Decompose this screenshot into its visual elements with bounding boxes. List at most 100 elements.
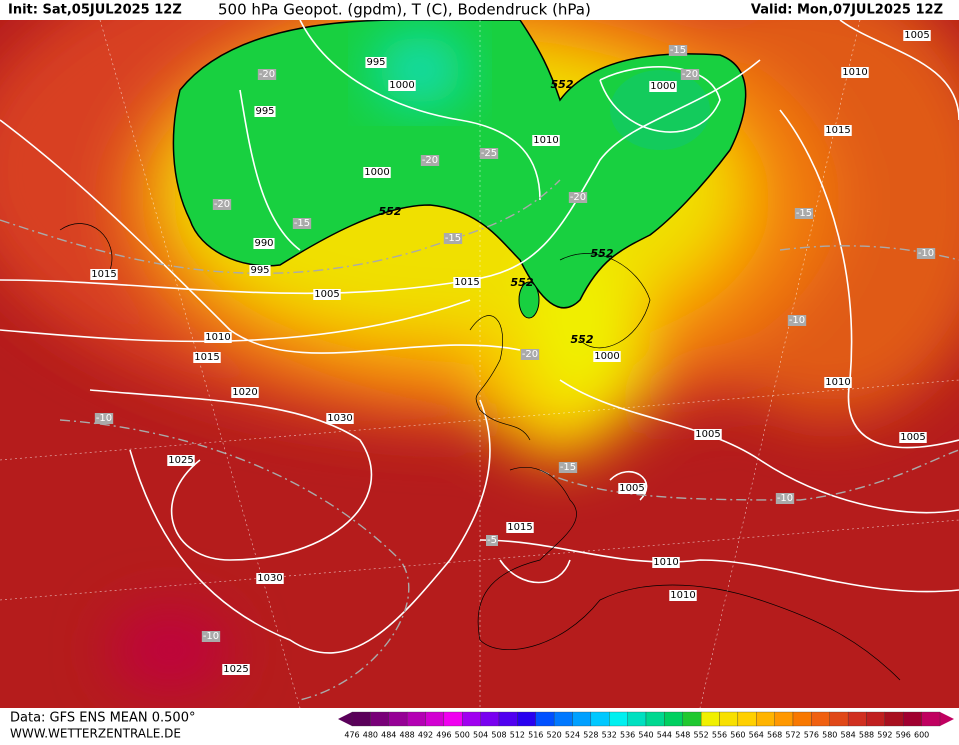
isobar-label-box (204, 332, 232, 343)
temperature-label: -15 (560, 462, 576, 473)
isobar-label-box (249, 265, 271, 276)
scale-label: 576 (804, 731, 819, 740)
isobar-label: 1025 (168, 455, 193, 466)
isobar-label-box (618, 483, 646, 494)
scale-swatch (498, 711, 518, 727)
init-time: Init: Sat,05JUL2025 12Z (8, 3, 182, 18)
temperature-label-box (420, 155, 440, 166)
temperature-label: -10 (789, 315, 805, 326)
isobar-label-box (326, 413, 354, 424)
scale-swatch (756, 711, 775, 727)
scale-label: 536 (620, 731, 635, 740)
isobar-label: 1015 (91, 269, 116, 280)
geopotential-label: 552 (571, 333, 594, 346)
scale-label: 584 (840, 731, 855, 740)
isobar-label: 1000 (364, 167, 389, 178)
temperature-label: -25 (481, 148, 497, 159)
temperature-label: -15 (670, 45, 686, 56)
scale-swatch (774, 711, 794, 727)
scale-label: 540 (638, 731, 653, 740)
scale-swatch (535, 711, 555, 727)
map-title: 500 hPa Geopot. (gpdm), T (C), Bodendruc… (218, 1, 591, 19)
isobar-label: 995 (255, 106, 274, 117)
temperature-label-box (201, 631, 221, 642)
isobar-label-box (694, 429, 722, 440)
data-source: Data: GFS ENS MEAN 0.500° (10, 711, 195, 726)
scale-swatch (627, 711, 647, 727)
scale-label: 560 (730, 731, 745, 740)
isobar-label-box (652, 557, 680, 568)
scale-swatch (609, 711, 628, 727)
scale-swatch (829, 711, 849, 727)
temperature-label: -20 (522, 349, 538, 360)
temperature-label-box (668, 45, 688, 56)
temperature-label-box (794, 208, 814, 219)
temperature-label-box (486, 535, 498, 546)
scale-swatch (884, 711, 904, 727)
isobar-label: 1010 (653, 557, 678, 568)
temperature-label: -15 (445, 233, 461, 244)
temperature-label-box (558, 462, 578, 473)
scale-label: 516 (528, 731, 543, 740)
temperature-label: -20 (214, 199, 230, 210)
scale-label: 564 (749, 731, 764, 740)
temperature-label-box (212, 199, 232, 210)
scale-label: 492 (418, 731, 433, 740)
temperature-label: -20 (682, 69, 698, 80)
scale-swatch (682, 711, 702, 727)
temperature-label-box (443, 233, 463, 244)
geopotential-label: 552 (551, 78, 574, 91)
isobar-label: 1005 (619, 483, 644, 494)
scale-swatch (590, 711, 610, 727)
isobar-label: 1020 (232, 387, 257, 398)
scale-swatch (811, 711, 830, 727)
scale-label: 552 (693, 731, 708, 740)
isobar-label: 1015 (507, 522, 532, 533)
scale-swatch (425, 711, 445, 727)
isobar-label: 1010 (825, 377, 850, 388)
scale-label: 504 (473, 731, 488, 740)
scale-swatch (700, 711, 720, 727)
scale-swatch (719, 711, 739, 727)
scale-swatch (572, 711, 592, 727)
isobar-label: 1015 (194, 352, 219, 363)
scale-swatch (664, 711, 683, 727)
scale-label: 548 (675, 731, 690, 740)
scale-swatch (921, 711, 941, 727)
isobar-label-box (254, 106, 276, 117)
temperature-label-box (680, 69, 700, 80)
temperature-label-box (520, 349, 540, 360)
website: WWW.WETTERZENTRALE.DE (10, 727, 181, 741)
scale-swatch (351, 711, 371, 727)
isobar-label: 1005 (904, 30, 929, 41)
temperature-label-box (775, 493, 795, 504)
isobar-label-box (899, 432, 927, 443)
geopotential-label: 552 (511, 276, 534, 289)
scale-label: 488 (399, 731, 414, 740)
scale-label: 580 (822, 731, 837, 740)
scale-swatch (517, 711, 536, 727)
temperature-label: -10 (96, 413, 112, 424)
temperature-label: -10 (203, 631, 219, 642)
isobar-label: 1000 (594, 351, 619, 362)
isobar-label-box (256, 573, 284, 584)
isobar-label: 1005 (900, 432, 925, 443)
scale-label: 544 (657, 731, 672, 740)
isobar-label: 995 (366, 57, 385, 68)
scale-swatch (866, 711, 886, 727)
map-field (0, 20, 959, 708)
temperature-label-box (94, 413, 114, 424)
scale-label: 556 (712, 731, 727, 740)
scale-label: 600 (914, 731, 929, 740)
isobar-label-box (824, 125, 852, 136)
scale-swatch (388, 711, 408, 727)
scale-swatch (406, 711, 426, 727)
isobar-label: 1005 (314, 289, 339, 300)
isobar-label-box (193, 352, 221, 363)
isobar-label: 1005 (695, 429, 720, 440)
scale-label: 496 (436, 731, 451, 740)
scale-label: 500 (455, 731, 470, 740)
isobar-label-box (453, 277, 481, 288)
valid-time: Valid: Mon,07JUL2025 12Z (751, 3, 943, 18)
